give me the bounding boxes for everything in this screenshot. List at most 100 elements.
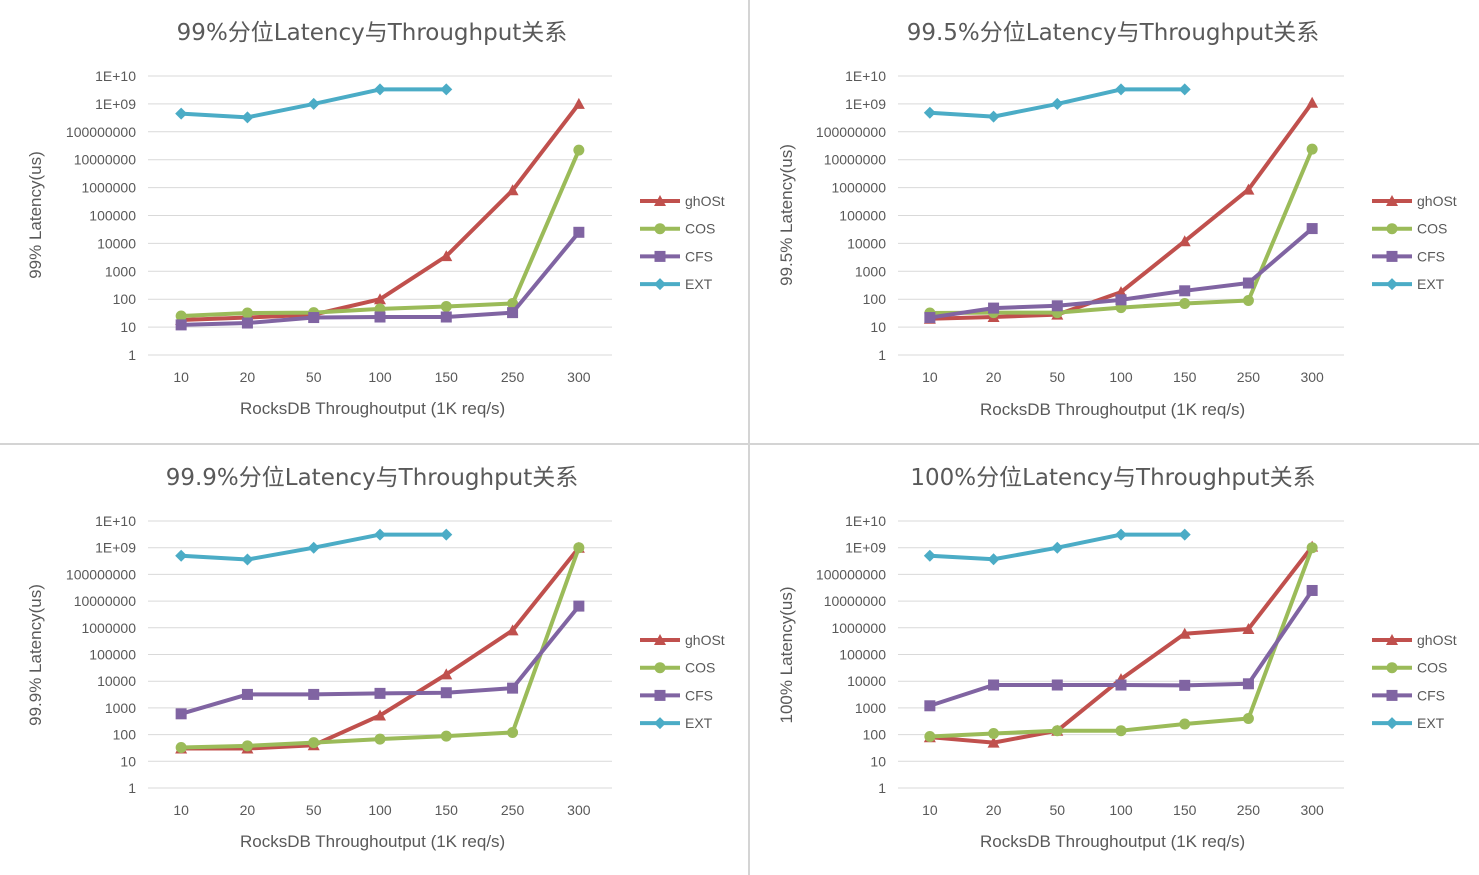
data-point-cos bbox=[507, 726, 519, 738]
data-point-cos bbox=[924, 730, 936, 742]
data-point-ghost bbox=[374, 709, 386, 721]
y-tick-label: 1000 bbox=[855, 263, 886, 279]
legend-marker-ghost bbox=[1386, 634, 1398, 645]
legend-label-ext: EXT bbox=[1417, 276, 1445, 292]
x-tick-label: 300 bbox=[1300, 802, 1324, 818]
data-point-ext bbox=[307, 97, 320, 110]
y-tick-label: 1000 bbox=[855, 700, 886, 716]
y-tick-label: 10000 bbox=[97, 235, 136, 251]
chart-panel-99: 99%分位Latency与Throughput关系 RocksDB Throug… bbox=[0, 0, 748, 443]
legend-label-cfs: CFS bbox=[685, 687, 713, 703]
y-tick-label: 100000 bbox=[839, 647, 886, 663]
chart-title: 100%分位Latency与Throughput关系 bbox=[910, 465, 1315, 491]
y-tick-label: 100000000 bbox=[66, 124, 136, 140]
x-tick-label: 250 bbox=[1237, 802, 1261, 818]
chart-title: 99%分位Latency与Throughput关系 bbox=[177, 20, 568, 46]
panel-divider-horizontal bbox=[0, 443, 1479, 445]
data-point-cfs bbox=[440, 311, 452, 323]
legend-label-cos: COS bbox=[685, 221, 715, 237]
data-point-cfs bbox=[1179, 285, 1191, 297]
data-point-cfs bbox=[440, 687, 452, 699]
x-tick-label: 100 bbox=[1109, 369, 1133, 385]
x-tick-label: 150 bbox=[1173, 802, 1197, 818]
data-point-cos bbox=[175, 310, 187, 322]
legend-marker-cos bbox=[654, 662, 666, 674]
y-tick-label: 100000 bbox=[89, 208, 136, 224]
y-tick-label: 1 bbox=[128, 780, 136, 796]
data-point-cfs bbox=[308, 688, 320, 700]
data-point-cfs bbox=[1115, 679, 1127, 691]
y-tick-label: 1E+09 bbox=[845, 96, 886, 112]
x-tick-label: 250 bbox=[1237, 369, 1261, 385]
y-tick-label: 10000000 bbox=[824, 152, 887, 168]
x-tick-label: 50 bbox=[306, 369, 322, 385]
x-tick-label: 20 bbox=[240, 802, 256, 818]
data-point-cos bbox=[573, 144, 585, 156]
data-point-cfs bbox=[1179, 679, 1191, 691]
y-tick-label: 10000000 bbox=[74, 152, 137, 168]
data-point-cfs bbox=[1115, 294, 1127, 306]
x-tick-label: 300 bbox=[567, 369, 591, 385]
data-point-cfs bbox=[1306, 584, 1318, 596]
x-tick-label: 10 bbox=[173, 369, 189, 385]
data-point-cos bbox=[1306, 143, 1318, 155]
y-tick-label: 10000 bbox=[97, 673, 136, 689]
y-tick-label: 1E+09 bbox=[95, 540, 136, 556]
y-tick-label: 10 bbox=[870, 753, 886, 769]
legend-label-ext: EXT bbox=[685, 715, 713, 731]
legend-marker-cfs bbox=[1386, 250, 1398, 262]
data-point-cos bbox=[308, 737, 320, 749]
y-tick-label: 1 bbox=[878, 780, 886, 796]
data-point-cos bbox=[1051, 725, 1063, 737]
legend-label-ghost: ghOSt bbox=[1417, 193, 1457, 209]
y-tick-label: 1E+10 bbox=[845, 513, 886, 529]
data-point-cos bbox=[1115, 725, 1127, 737]
data-point-ghost bbox=[987, 736, 1000, 748]
legend-marker-cos bbox=[1386, 662, 1398, 674]
data-point-cfs bbox=[308, 312, 320, 324]
x-tick-label: 100 bbox=[368, 369, 392, 385]
x-axis-label: RocksDB Throughoutput (1K req/s) bbox=[240, 832, 505, 851]
chart-panel-100: 100%分位Latency与Throughput关系 RocksDB Throu… bbox=[750, 445, 1479, 875]
x-axis-label: RocksDB Throughoutput (1K req/s) bbox=[240, 399, 505, 418]
y-tick-label: 100000000 bbox=[66, 566, 136, 582]
x-tick-label: 150 bbox=[435, 369, 459, 385]
legend-label-ext: EXT bbox=[685, 276, 713, 292]
data-point-ext bbox=[1115, 528, 1127, 541]
y-tick-label: 10000000 bbox=[74, 593, 137, 609]
legend-label-cos: COS bbox=[1417, 660, 1447, 676]
y-tick-label: 1E+10 bbox=[95, 68, 136, 84]
data-point-ghost bbox=[1178, 627, 1191, 639]
data-point-ext bbox=[1115, 83, 1127, 96]
data-point-cfs bbox=[988, 679, 1000, 691]
data-point-cfs bbox=[1242, 678, 1254, 690]
x-tick-label: 10 bbox=[173, 802, 189, 818]
data-point-ext bbox=[1051, 97, 1064, 110]
x-tick-label: 300 bbox=[1300, 369, 1324, 385]
x-tick-label: 100 bbox=[1109, 802, 1133, 818]
x-tick-label: 250 bbox=[501, 802, 525, 818]
data-point-cfs bbox=[1051, 679, 1063, 691]
data-point-ext bbox=[374, 83, 386, 96]
legend-label-cfs: CFS bbox=[1417, 248, 1445, 264]
data-point-cfs bbox=[241, 317, 253, 329]
series-line-cos bbox=[179, 148, 581, 318]
data-point-cos bbox=[440, 730, 452, 742]
data-point-cfs bbox=[374, 311, 386, 323]
y-tick-label: 1E+10 bbox=[845, 68, 886, 84]
legend-label-cfs: CFS bbox=[685, 248, 713, 264]
data-point-ext bbox=[923, 106, 936, 119]
y-tick-label: 100 bbox=[863, 727, 887, 743]
y-tick-label: 10 bbox=[120, 753, 136, 769]
x-axis-label: RocksDB Throughoutput (1K req/s) bbox=[980, 400, 1245, 419]
data-point-ext bbox=[987, 110, 1000, 123]
data-point-ext bbox=[374, 528, 386, 541]
y-tick-label: 1000000 bbox=[831, 180, 886, 196]
data-point-ext bbox=[923, 549, 936, 562]
y-tick-label: 1000000 bbox=[81, 620, 136, 636]
chart-100-latency: 100%分位Latency与Throughput关系 RocksDB Throu… bbox=[777, 465, 1457, 851]
data-point-cfs bbox=[241, 688, 253, 700]
data-point-cfs bbox=[924, 312, 936, 324]
legend-label-ghost: ghOSt bbox=[1417, 632, 1457, 648]
legend-marker-ext bbox=[1386, 717, 1398, 730]
